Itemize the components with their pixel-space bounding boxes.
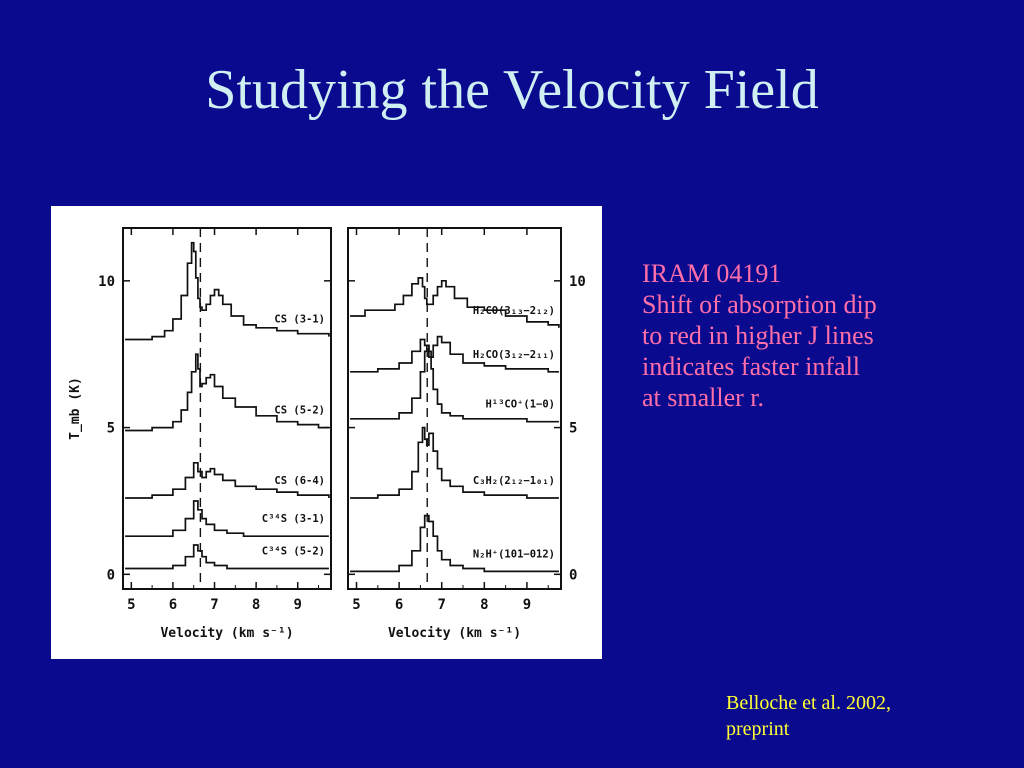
spectrum-line <box>125 544 329 570</box>
x-axis-label: Velocity (km s⁻¹) <box>160 626 293 641</box>
y-tick-label: 5 <box>107 421 115 437</box>
spectrum-line <box>350 426 559 499</box>
spectrum-line <box>125 461 330 499</box>
spectrum-line <box>350 344 559 423</box>
y-tick-label: 0 <box>569 567 577 583</box>
right-panel-frame <box>347 227 562 590</box>
series-label: C³⁴S (3-1) <box>262 513 325 525</box>
y-tick-label: 0 <box>107 567 115 583</box>
body-line: indicates faster infall <box>642 352 861 381</box>
slide-title: Studying the Velocity Field <box>205 59 819 121</box>
spectra-figure: 5 6 7 8 9 0 5 10 CS (3-1) CS (5-2) CS (6-4) C³⁴S (3… <box>51 206 602 659</box>
spectrum-line <box>350 335 559 373</box>
x-tick-label: 6 <box>169 597 177 613</box>
series-label: CS (5-2) <box>274 405 325 417</box>
body-line: at smaller r. <box>642 383 765 412</box>
y-tick-label: 5 <box>569 421 577 437</box>
body-line: to red in higher J lines <box>642 321 874 350</box>
series-label: C₃H₂(2₁₂−1₀₁) <box>473 475 555 487</box>
x-tick-label: 7 <box>210 597 218 613</box>
citation: Belloche et al. 2002, preprint <box>726 690 891 742</box>
spectrum-line <box>125 241 330 341</box>
x-tick-label: 6 <box>395 597 403 613</box>
citation-line: Belloche et al. 2002, <box>726 692 891 714</box>
x-tick-label: 8 <box>480 597 488 613</box>
series-label: C³⁴S (5-2) <box>262 545 325 557</box>
series-label: N₂H⁺(101−012) <box>473 548 555 560</box>
x-tick-label: 8 <box>252 597 260 613</box>
spectrum-line <box>125 500 329 538</box>
series-label: CS (6-4) <box>274 475 325 487</box>
x-tick-label: 9 <box>294 597 302 613</box>
x-tick-label: 9 <box>523 597 531 613</box>
citation-line: preprint <box>726 718 790 740</box>
series-label: H¹³CO⁺(1−0) <box>485 399 555 411</box>
x-tick-label: 7 <box>438 597 446 613</box>
y-axis-label: T_mb (K) <box>68 377 83 440</box>
left-panel-frame <box>122 227 332 590</box>
series-label: H₂CO(3₁₂−2₁₁) <box>473 349 555 361</box>
slide-body: IRAM 04191 Shift of absorption dip to re… <box>642 258 972 413</box>
spectrum-line <box>125 353 329 432</box>
x-axis-label: Velocity (km s⁻¹) <box>388 626 521 641</box>
spectrum-line <box>350 514 559 573</box>
series-label: H₂CO(3₁₃−2₁₂) <box>473 305 555 317</box>
y-tick-label: 10 <box>569 274 586 290</box>
body-line: Shift of absorption dip <box>642 290 877 319</box>
spectrum-line <box>350 277 560 328</box>
series-label: CS (3-1) <box>274 314 325 326</box>
x-tick-label: 5 <box>127 597 135 613</box>
y-tick-label: 10 <box>98 274 115 290</box>
x-tick-label: 5 <box>352 597 360 613</box>
body-line: IRAM 04191 <box>642 259 782 288</box>
